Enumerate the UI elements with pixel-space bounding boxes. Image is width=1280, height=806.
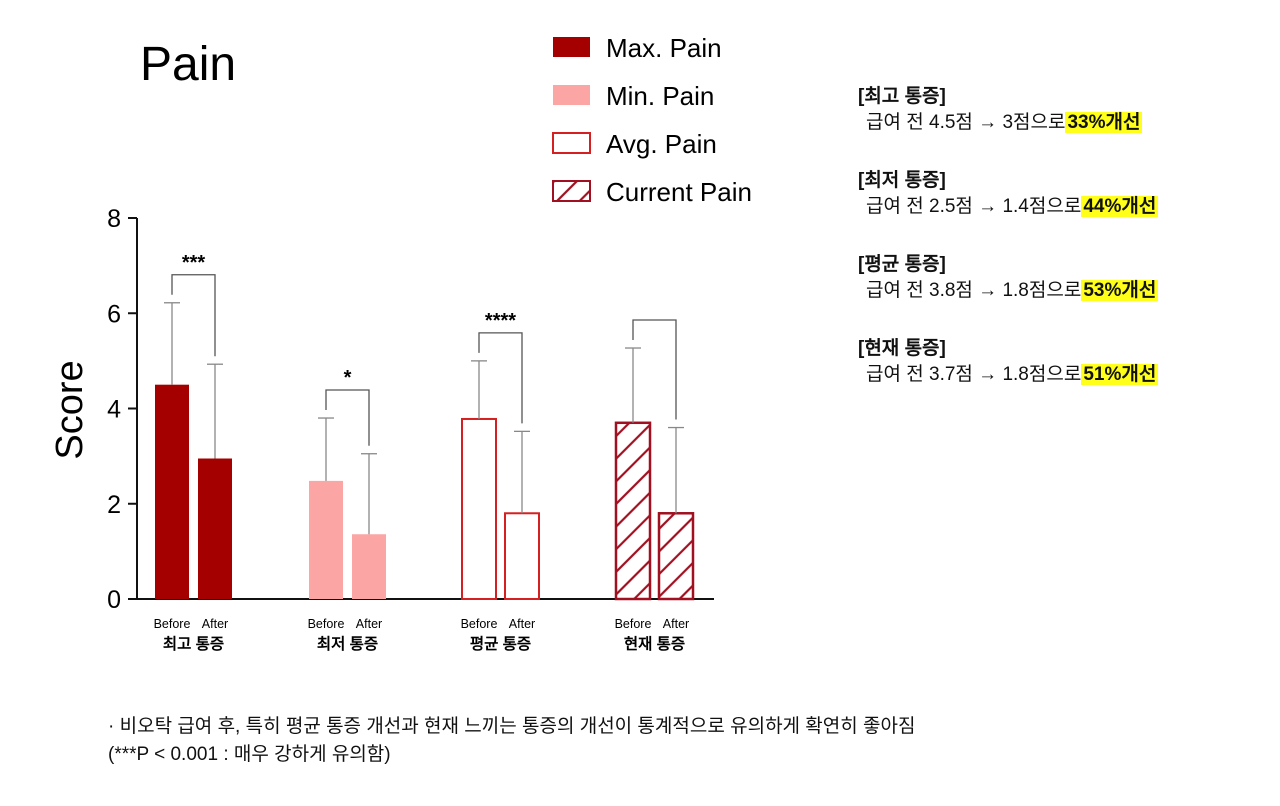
bar-group-4: Before After 현재 통증 [614,319,695,653]
bar [155,384,189,599]
summary-avg-pain: [평균 통증] 급여 전 3.8점 → 1.8점으로 53%개선 [858,252,1258,336]
bar-label: After [202,617,228,631]
summary-text: 급여 전 3.8점 → 1.8점으로 [866,280,1082,301]
y-tick-label: 4 [107,396,121,424]
bar [614,421,652,601]
summary-min-pain: [최저 통증] 급여 전 2.5점 → 1.4점으로 44%개선 [858,168,1258,252]
bar-group-2: Before After 최저 통증 * [308,367,386,653]
bar-label: After [356,617,382,631]
summary-heading: [최고 통증] [858,86,946,107]
legend-label: Min. Pain [606,81,714,111]
bar-label: Before [308,617,345,631]
y-tick-label: 6 [107,300,121,328]
y-tick-label: 0 [107,586,121,614]
y-tick-label: 8 [107,205,121,233]
summary-max-pain: [최고 통증] 급여 전 4.5점 → 3점으로 33%개선 [858,84,1258,168]
group-label: 최저 통증 [317,634,378,653]
improvement-highlight: 44%개선 [1081,196,1159,217]
footnote-significance: (***P < 0.001 : 매우 강하게 유의함) [108,744,391,765]
summary-line: 급여 전 2.5점 → 1.4점으로 44%개선 [858,194,1258,220]
significance-marker: * [344,367,352,389]
significance-marker: *** [182,252,206,274]
improvement-highlight: 51%개선 [1081,364,1159,385]
bar [504,512,540,601]
bar [352,534,386,599]
legend-label: Max. Pain [606,33,722,63]
group-label: 현재 통증 [624,634,685,653]
bar [657,512,695,601]
legend-swatch [553,85,590,105]
significance-bracket [478,332,523,424]
legend-label: Avg. Pain [606,129,717,159]
summary-heading: [현재 통증] [858,338,946,359]
footnote-line: · 비오탁 급여 후, 특히 평균 통증 개선과 현재 느끼는 통증의 개선이 … [108,716,916,737]
bar-group-3: Before After 평균 통증 **** [461,310,540,653]
summary-line: 급여 전 4.5점 → 3점으로 33%개선 [858,110,1258,136]
chart-title: Pain [140,38,236,91]
summary-text: 급여 전 4.5점 → 3점으로 [866,112,1066,133]
y-axis-label: Score [49,360,91,459]
summary-heading: [최저 통증] [858,170,946,191]
summary-line: 급여 전 3.7점 → 1.8점으로 51%개선 [858,362,1258,388]
bar-label: Before [461,617,498,631]
bar-label: Before [615,617,652,631]
significance-bracket [632,319,677,420]
bar-group-1: Before After 최고 통증 *** [154,252,232,653]
bar [198,458,232,599]
bar-label: After [509,617,535,631]
bar-label: After [663,617,689,631]
footnote: · 비오탁 급여 후, 특히 평균 통증 개선과 현재 느끼는 통증의 개선이 … [108,713,915,769]
summary-current-pain: [현재 통증] 급여 전 3.7점 → 1.8점으로 51%개선 [858,336,1258,420]
chart-legend: Max. Pain Min. Pain Avg. Pain Current Pain [552,33,752,207]
summary-heading: [평균 통증] [858,254,946,275]
improvement-highlight: 33%개선 [1065,112,1143,133]
legend-swatch [553,37,590,57]
legend-swatch [552,132,591,154]
significance-bracket [325,389,370,446]
legend-swatch [552,180,591,202]
group-label: 최고 통증 [163,634,224,653]
improvement-highlight: 53%개선 [1081,280,1159,301]
group-label: 평균 통증 [470,635,531,653]
bar-label: Before [154,617,191,631]
legend-label: Current Pain [606,177,752,207]
summary-text: 급여 전 3.7점 → 1.8점으로 [866,364,1082,385]
bar [461,417,497,601]
significance-marker: **** [485,310,516,332]
bar [309,480,343,599]
summary-line: 급여 전 3.8점 → 1.8점으로 53%개선 [858,278,1258,304]
improvement-summary: [최고 통증] 급여 전 4.5점 → 3점으로 33%개선 [최저 통증] 급여… [858,84,1258,420]
summary-text: 급여 전 2.5점 → 1.4점으로 [866,196,1082,217]
significance-bracket [171,274,216,357]
y-tick-label: 2 [107,491,121,519]
